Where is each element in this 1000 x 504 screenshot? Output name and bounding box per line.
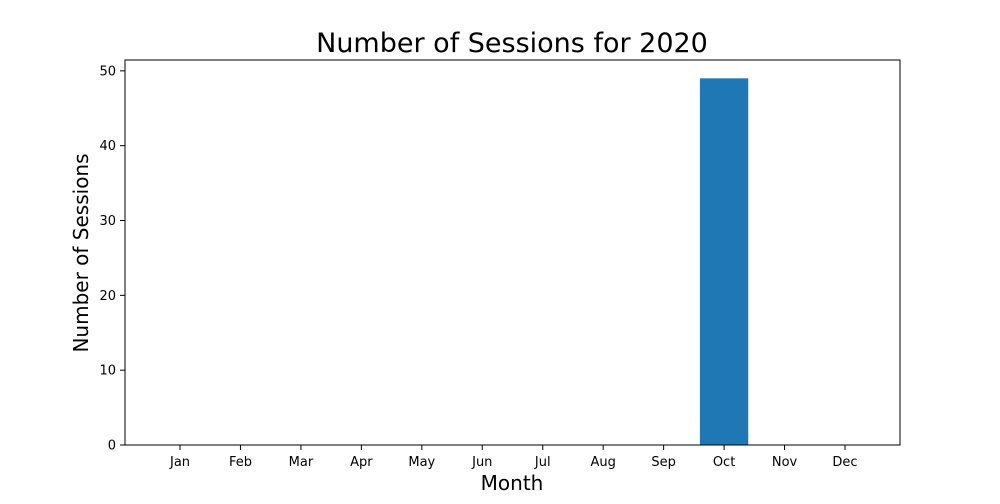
- x-tick-label-sep: Sep: [651, 455, 676, 470]
- x-tick-label-jun: Jun: [471, 455, 492, 470]
- y-tick-label-10: 10: [99, 364, 116, 379]
- x-tick-label-oct: Oct: [713, 455, 735, 470]
- x-tick-label-dec: Dec: [832, 455, 857, 470]
- x-tick-label-nov: Nov: [772, 455, 798, 470]
- x-tick-label-jul: Jul: [534, 455, 551, 470]
- x-axis-title: Month: [481, 471, 544, 495]
- y-tick-label-50: 50: [99, 64, 116, 79]
- y-tick-label-30: 30: [99, 214, 116, 229]
- x-tick-label-jan: Jan: [169, 455, 190, 470]
- x-tick-label-mar: Mar: [289, 455, 314, 470]
- chart-title: Number of Sessions for 2020: [316, 28, 708, 59]
- plot-frame: [124, 59, 901, 446]
- x-tick-label-feb: Feb: [229, 455, 252, 470]
- y-tick-label-20: 20: [99, 289, 116, 304]
- x-tick-label-may: May: [408, 455, 435, 470]
- y-tick-label-40: 40: [99, 139, 116, 154]
- x-tick-label-aug: Aug: [590, 455, 615, 470]
- plot-area: [699, 78, 749, 445]
- y-axis-title: Number of Sessions: [69, 153, 93, 352]
- y-tick-label-0: 0: [108, 439, 116, 454]
- bar-oct: [699, 78, 749, 445]
- x-tick-label-apr: Apr: [350, 455, 373, 470]
